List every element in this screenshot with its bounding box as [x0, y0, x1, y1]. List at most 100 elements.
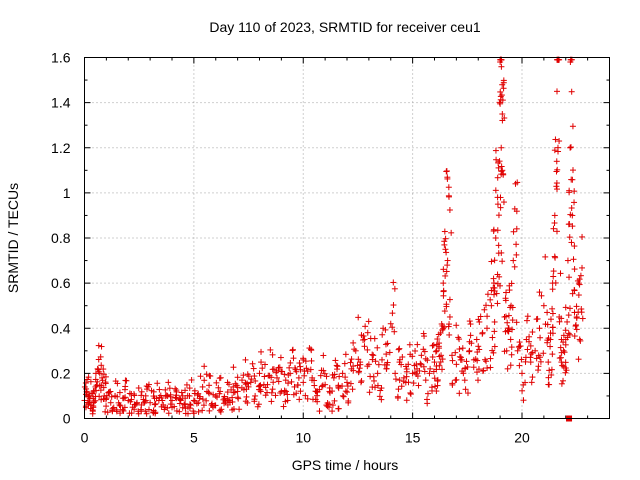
data-point [444, 257, 451, 264]
data-point [392, 376, 399, 383]
data-point [476, 318, 483, 325]
data-point [551, 147, 558, 154]
y-tick-label: 1.2 [51, 140, 71, 156]
data-point [552, 254, 559, 261]
data-point [342, 374, 349, 381]
data-point [270, 379, 277, 386]
data-point [453, 361, 460, 368]
data-point [503, 289, 510, 296]
data-point [329, 388, 336, 395]
data-point [475, 366, 482, 373]
data-point [511, 263, 518, 270]
data-point [490, 349, 497, 356]
data-point [122, 394, 129, 401]
data-point [216, 407, 223, 414]
y-tick-label: 1.4 [51, 95, 71, 111]
data-point [123, 377, 130, 384]
data-point [499, 97, 506, 104]
data-point [390, 302, 397, 309]
data-point [349, 386, 356, 393]
data-point [553, 158, 560, 165]
data-point [441, 308, 448, 315]
data-point [524, 313, 531, 320]
data-point [135, 385, 142, 392]
data-point [562, 304, 569, 311]
data-point [270, 366, 277, 373]
data-point [573, 303, 580, 310]
data-point [446, 313, 453, 320]
data-point [152, 400, 159, 407]
data-point [540, 302, 547, 309]
data-point [268, 389, 275, 396]
data-point [457, 354, 464, 361]
data-point [358, 377, 365, 384]
x-tick-label: 0 [81, 430, 89, 446]
plot-frame [84, 57, 610, 419]
data-point [177, 397, 184, 404]
data-point [540, 350, 547, 357]
data-point [513, 319, 520, 326]
data-point [484, 365, 491, 372]
data-point [200, 402, 207, 409]
data-point [217, 408, 224, 415]
data-point [156, 386, 163, 393]
data-point [566, 189, 573, 196]
data-point [520, 397, 527, 404]
data-point [250, 365, 257, 372]
data-point [429, 353, 436, 360]
data-point [304, 395, 311, 402]
x-axis-label: GPS time / hours [292, 457, 399, 473]
data-point [210, 404, 217, 411]
data-point [145, 383, 152, 390]
data-point [320, 352, 327, 359]
data-point [436, 340, 443, 347]
data-point [169, 397, 175, 404]
data-point [560, 332, 567, 339]
data-point [443, 268, 450, 275]
data-point [421, 333, 428, 340]
data-point [561, 349, 568, 356]
data-point [154, 380, 161, 387]
data-point [509, 304, 516, 311]
data-point [389, 324, 396, 331]
data-point [316, 408, 323, 415]
data-point [217, 388, 224, 395]
data-point [89, 390, 96, 397]
data-point [151, 401, 158, 408]
data-point [185, 410, 192, 417]
data-point [347, 359, 354, 366]
data-point [491, 318, 498, 325]
data-point [449, 357, 456, 364]
data-point [242, 356, 249, 363]
data-point [491, 257, 498, 264]
data-point [243, 393, 250, 400]
data-point [336, 373, 343, 380]
data-point [498, 144, 505, 151]
data-point [536, 354, 543, 361]
data-point [257, 382, 264, 389]
data-point [206, 382, 213, 389]
data-point [552, 279, 559, 286]
data-point [389, 310, 396, 317]
data-point [509, 326, 516, 333]
data-point [479, 329, 486, 336]
data-point [374, 370, 381, 377]
data-point [117, 402, 124, 409]
data-point [221, 400, 228, 407]
data-point [416, 367, 423, 374]
data-point [552, 136, 559, 143]
data-point [568, 204, 575, 211]
data-point [442, 246, 449, 253]
data-point [571, 188, 578, 195]
data-point [570, 256, 577, 263]
data-point [448, 229, 455, 236]
data-point [556, 355, 563, 362]
data-point [441, 238, 448, 245]
data-point [138, 388, 145, 395]
data-point [122, 383, 129, 390]
data-point [467, 332, 474, 339]
data-point [275, 378, 282, 385]
data-point [500, 79, 507, 86]
data-point [165, 410, 172, 417]
data-point [207, 373, 214, 380]
